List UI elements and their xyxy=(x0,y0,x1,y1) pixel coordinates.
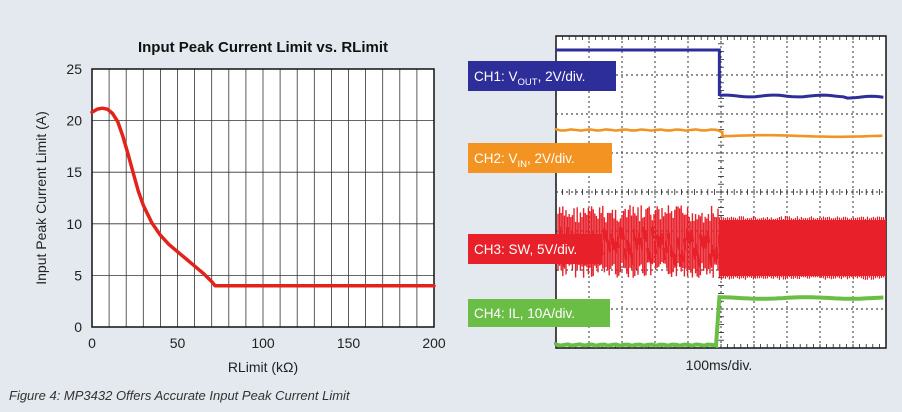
plot-frame xyxy=(91,68,435,328)
x-tick-label: 0 xyxy=(88,335,96,351)
label-subscript: IN xyxy=(518,159,528,170)
ch4-trace xyxy=(554,295,884,349)
label-text: CH3: SW, 5V/div. xyxy=(474,242,577,257)
x-tick-label: 50 xyxy=(170,335,186,351)
ch1-trace xyxy=(556,48,884,100)
label-box xyxy=(468,61,616,91)
current-limit-chart: Input Peak Current Limit vs. RLimit 0 50 1… xyxy=(33,39,446,375)
y-tick-label: 10 xyxy=(66,216,82,232)
label-box xyxy=(468,143,612,173)
label-text: CH4: IL, 10A/div. xyxy=(474,306,575,321)
channel-labels: CH1: VOUT, 2V/div.CH2: VIN, 2V/div.CH3: … xyxy=(468,61,616,327)
scope-traces xyxy=(554,48,886,349)
x-tick-label: 150 xyxy=(337,335,361,351)
x-tick-label: 100 xyxy=(251,335,275,351)
y-tick-label: 0 xyxy=(74,319,82,335)
label-suffix: , 2V/div. xyxy=(527,151,575,166)
oscilloscope-capture: CH1: VOUT, 2V/div.CH2: VIN, 2V/div.CH3: … xyxy=(468,35,887,373)
channel-label-ch1: CH1: VOUT, 2V/div. xyxy=(468,61,616,91)
label-prefix: CH4: IL, 10A/div. xyxy=(474,306,575,321)
channel-label-ch2: CH2: VIN, 2V/div. xyxy=(468,143,612,173)
grid-lines xyxy=(92,69,434,327)
label-suffix: , 2V/div. xyxy=(538,69,586,84)
timebase-label: 100ms/div. xyxy=(686,357,753,373)
label-subscript: OUT xyxy=(518,77,538,88)
y-tick-label: 5 xyxy=(74,267,82,283)
y-tick-label: 15 xyxy=(66,164,82,180)
ch3-band-edge xyxy=(718,216,886,280)
chart-title: Input Peak Current Limit vs. RLimit xyxy=(138,39,388,56)
y-tick-label: 25 xyxy=(66,61,82,77)
ch3-trace xyxy=(556,205,886,280)
figure-caption: Figure 4: MP3432 Offers Accurate Input P… xyxy=(9,388,350,403)
label-text: CH2: VIN, 2V/div. xyxy=(474,151,575,170)
label-box xyxy=(468,299,610,327)
label-prefix: CH3: SW, 5V/div. xyxy=(474,242,577,257)
x-tick-label: 200 xyxy=(422,335,446,351)
label-prefix: CH1: V xyxy=(474,69,518,84)
tick-labels: 0 50 100 150 200 0 5 10 15 20 25 xyxy=(66,61,445,351)
x-axis-label: RLimit (kΩ) xyxy=(228,359,298,375)
y-tick-label: 20 xyxy=(66,113,82,129)
channel-label-ch3: CH3: SW, 5V/div. xyxy=(468,234,602,264)
y-axis-label: Input Peak Current Limit (A) xyxy=(33,111,49,285)
label-text: CH1: VOUT, 2V/div. xyxy=(474,69,585,88)
label-box xyxy=(468,234,602,264)
ch2-trace xyxy=(554,127,883,139)
label-prefix: CH2: V xyxy=(474,151,518,166)
series-line xyxy=(90,106,436,288)
channel-label-ch4: CH4: IL, 10A/div. xyxy=(468,299,610,327)
